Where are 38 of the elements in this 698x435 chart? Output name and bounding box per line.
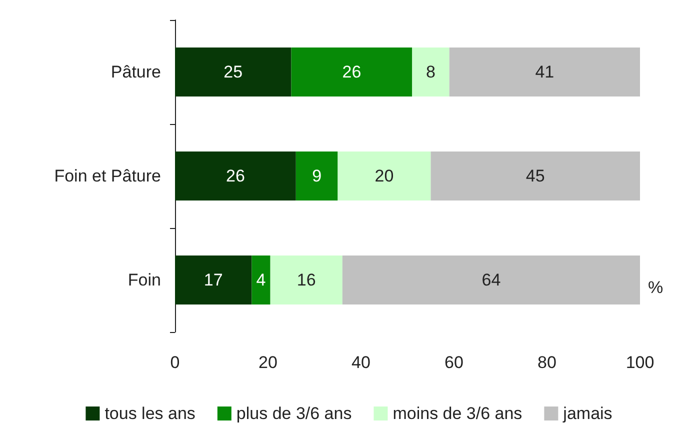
x-tick-label: 60 bbox=[444, 353, 464, 372]
bar bbox=[270, 256, 342, 304]
x-tick-label: 100 bbox=[626, 353, 654, 372]
data-label: 16 bbox=[296, 270, 316, 290]
x-tick-label: 80 bbox=[538, 353, 556, 372]
x-tick-label: 20 bbox=[258, 353, 278, 372]
data-label: 41 bbox=[535, 62, 554, 82]
bar bbox=[291, 48, 412, 96]
y-tick-label: Pâture bbox=[110, 62, 161, 82]
legend-label: plus de 3/6 ans bbox=[236, 404, 352, 423]
legend-label: tous les ans bbox=[104, 404, 196, 423]
data-label: 4 bbox=[256, 270, 266, 290]
bar bbox=[175, 48, 292, 96]
bar bbox=[296, 152, 338, 200]
bar bbox=[449, 48, 640, 96]
data-label: 20 bbox=[374, 166, 394, 186]
x-tick-label: 0 bbox=[170, 353, 180, 372]
legend-label: moins de 3/6 ans bbox=[392, 404, 522, 423]
x-tick-label: 40 bbox=[352, 353, 370, 372]
data-label: 9 bbox=[312, 166, 322, 186]
data-label: 26 bbox=[226, 166, 245, 186]
bar bbox=[175, 256, 252, 304]
data-label: 17 bbox=[204, 270, 223, 290]
data-label: 64 bbox=[482, 270, 501, 290]
x-axis-title: % bbox=[648, 278, 664, 297]
bar bbox=[430, 152, 640, 200]
data-label: 26 bbox=[342, 62, 362, 82]
data-label: 45 bbox=[526, 166, 545, 186]
data-label: 25 bbox=[224, 62, 243, 82]
bar bbox=[342, 256, 640, 304]
y-tick-label: Foin bbox=[128, 270, 161, 290]
bar bbox=[338, 152, 431, 200]
bar bbox=[175, 152, 296, 200]
y-tick-label: Foin et Pâture bbox=[54, 166, 161, 186]
bar bbox=[252, 256, 270, 304]
bar bbox=[412, 48, 450, 96]
data-label: 8 bbox=[426, 62, 436, 82]
legend-label: jamais bbox=[562, 404, 612, 423]
